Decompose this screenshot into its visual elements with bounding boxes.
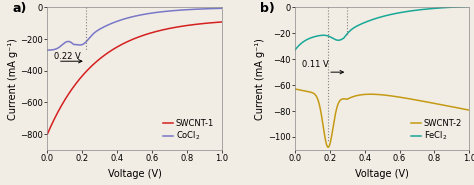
CoCl$_2$ (155, 11, 161, 13)
Text: 0.22 V: 0.22 V (54, 52, 80, 61)
SWCNT-2 (442, 104, 448, 107)
SWCNT-1 (177, 26, 182, 28)
SWCNT-1 (45, 133, 50, 135)
Line: SWCNT-2: SWCNT-2 (295, 89, 469, 147)
Legend: SWCNT-2, FeCl$_2$: SWCNT-2, FeCl$_2$ (408, 116, 465, 146)
FeCl$_2$ (442, 6, 448, 9)
Text: b): b) (260, 2, 275, 15)
CoCl$_2$ (55, 47, 61, 49)
Line: FeCl$_2$: FeCl$_2$ (295, 6, 469, 50)
Y-axis label: Current (mA g⁻¹): Current (mA g⁻¹) (255, 38, 265, 120)
X-axis label: Voltage (V): Voltage (V) (355, 169, 409, 179)
SWCNT-1 (150, 31, 156, 33)
CoCl$_2$ (177, 9, 182, 11)
SWCNT-1 (146, 33, 152, 35)
FeCl$_2$ (292, 49, 298, 51)
CoCl$_2$ (146, 12, 152, 15)
CoCl$_2$ (219, 7, 225, 9)
FeCl$_2$ (466, 5, 472, 8)
CoCl$_2$ (45, 49, 50, 51)
SWCNT-2 (393, 95, 399, 98)
Text: 0.11 V: 0.11 V (302, 60, 328, 69)
SWCNT-1 (155, 30, 161, 32)
SWCNT-1 (55, 111, 61, 113)
FeCl$_2$ (303, 39, 309, 41)
FeCl$_2$ (403, 11, 409, 13)
Legend: SWCNT-1, CoCl$_2$: SWCNT-1, CoCl$_2$ (160, 116, 218, 146)
Line: CoCl$_2$: CoCl$_2$ (47, 8, 222, 50)
SWCNT-1 (219, 21, 225, 23)
X-axis label: Voltage (V): Voltage (V) (108, 169, 162, 179)
SWCNT-2 (303, 90, 309, 92)
SWCNT-1 (195, 23, 201, 25)
SWCNT-2 (398, 96, 404, 98)
SWCNT-2 (403, 97, 409, 99)
FeCl$_2$ (398, 11, 403, 14)
CoCl$_2$ (150, 12, 156, 14)
FeCl$_2$ (393, 12, 399, 14)
CoCl$_2$ (195, 8, 201, 10)
SWCNT-2 (325, 146, 331, 148)
Line: SWCNT-1: SWCNT-1 (47, 22, 222, 134)
SWCNT-2 (292, 88, 298, 90)
Y-axis label: Current (mA g⁻¹): Current (mA g⁻¹) (8, 38, 18, 120)
SWCNT-2 (425, 101, 430, 103)
Text: a): a) (12, 2, 27, 15)
FeCl$_2$ (424, 8, 430, 10)
SWCNT-2 (466, 109, 472, 111)
